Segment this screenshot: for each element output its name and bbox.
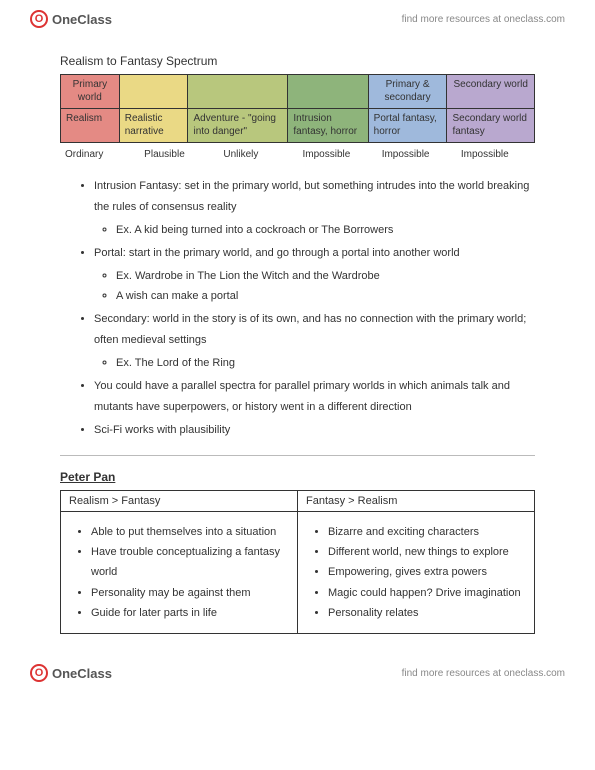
notes-list: Intrusion Fantasy: set in the primary wo… — [60, 176, 535, 441]
note-subitem: A wish can make a portal — [116, 286, 535, 307]
logo-text: OneClass — [52, 12, 112, 27]
spectrum-body-cell: Portal fantasy, horror — [368, 109, 447, 143]
spectrum-body-cell: Adventure - "going into danger" — [188, 109, 288, 143]
spectrum-bottom-labels: OrdinaryPlausibleUnlikelyImpossibleImpos… — [60, 147, 535, 162]
note-item: You could have a parallel spectra for pa… — [94, 376, 535, 418]
footer-logo-text: OneClass — [52, 666, 112, 681]
spectrum-header-cell: Primary world — [61, 75, 120, 109]
spectrum-body-cell: Intrusion fantasy, horror — [288, 109, 368, 143]
spectrum-body-cell: Secondary world fantasy — [447, 109, 535, 143]
peter-right-cell: Bizarre and exciting charactersDifferent… — [298, 511, 535, 634]
peter-right-item: Magic could happen? Drive imagination — [328, 583, 526, 603]
spectrum-bottom-label: Impossible — [377, 147, 456, 162]
peter-right-item: Bizarre and exciting characters — [328, 522, 526, 542]
page-footer: O OneClass find more resources at onecla… — [0, 654, 595, 690]
spectrum-body-cell: Realistic narrative — [119, 109, 188, 143]
peter-pan-table: Realism > Fantasy Fantasy > Realism Able… — [60, 490, 535, 635]
footer-resource-link[interactable]: find more resources at oneclass.com — [402, 668, 565, 679]
peter-right-item: Different world, new things to explore — [328, 542, 526, 562]
spectrum-bottom-label: Impossible — [456, 147, 535, 162]
header-resource-link[interactable]: find more resources at oneclass.com — [402, 14, 565, 25]
peter-left-cell: Able to put themselves into a situationH… — [61, 511, 298, 634]
note-item: Secondary: world in the story is of its … — [94, 309, 535, 374]
note-item: Sci-Fi works with plausibility — [94, 420, 535, 441]
note-subitem: Ex. A kid being turned into a cockroach … — [116, 220, 535, 241]
peter-right-header: Fantasy > Realism — [298, 490, 535, 511]
peter-left-header: Realism > Fantasy — [61, 490, 298, 511]
footer-logo-icon: O — [30, 664, 48, 682]
section-divider — [60, 455, 535, 456]
peter-left-item: Guide for later parts in life — [91, 603, 289, 623]
document-content: Realism to Fantasy Spectrum Primary worl… — [0, 36, 595, 654]
peter-right-item: Empowering, gives extra powers — [328, 562, 526, 582]
spectrum-header-cell: Primary & secondary — [368, 75, 447, 109]
peter-left-item: Have trouble conceptualizing a fantasy w… — [91, 542, 289, 583]
logo-icon: O — [30, 10, 48, 28]
spectrum-body-cell: Realism — [61, 109, 120, 143]
spectrum-table: Primary world Primary & secondarySecondar… — [60, 74, 535, 143]
footer-brand-logo: O OneClass — [30, 664, 112, 682]
peter-pan-title: Peter Pan — [60, 470, 535, 484]
spectrum-header-cell — [188, 75, 288, 109]
page-header: O OneClass find more resources at onecla… — [0, 0, 595, 36]
spectrum-bottom-label: Ordinary — [60, 147, 139, 162]
spectrum-header-cell: Secondary world — [447, 75, 535, 109]
spectrum-bottom-label: Plausible — [139, 147, 218, 162]
note-subitem: Ex. Wardrobe in The Lion the Witch and t… — [116, 266, 535, 287]
spectrum-header-cell — [119, 75, 188, 109]
note-item: Intrusion Fantasy: set in the primary wo… — [94, 176, 535, 241]
note-item: Portal: start in the primary world, and … — [94, 243, 535, 308]
peter-left-item: Personality may be against them — [91, 583, 289, 603]
note-subitem: Ex. The Lord of the Ring — [116, 353, 535, 374]
peter-right-item: Personality relates — [328, 603, 526, 623]
peter-left-item: Able to put themselves into a situation — [91, 522, 289, 542]
spectrum-title: Realism to Fantasy Spectrum — [60, 54, 535, 68]
spectrum-bottom-label: Unlikely — [218, 147, 297, 162]
spectrum-header-cell — [288, 75, 368, 109]
spectrum-bottom-label: Impossible — [298, 147, 377, 162]
brand-logo: O OneClass — [30, 10, 112, 28]
